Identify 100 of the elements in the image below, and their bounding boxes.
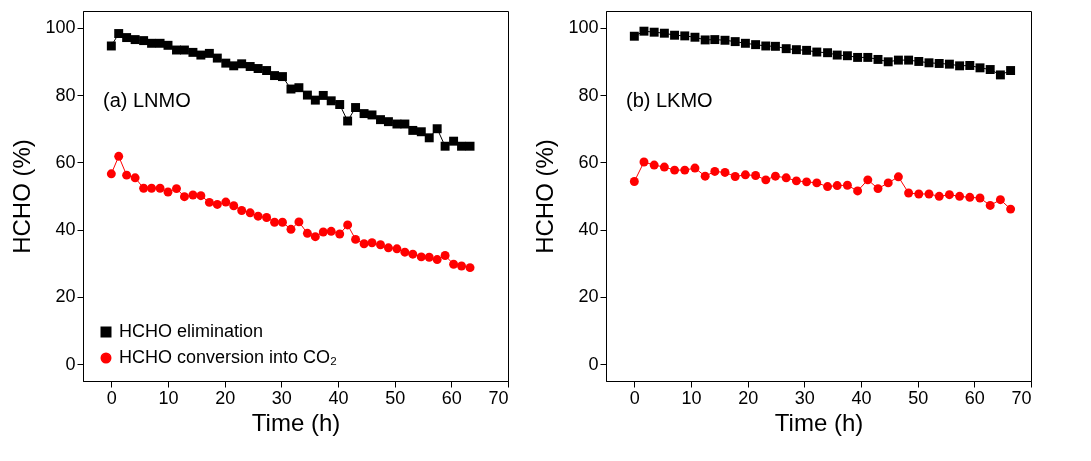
point [985,200,995,210]
point [286,84,296,94]
point [155,38,165,48]
point [408,249,418,259]
point [720,167,730,177]
point [883,178,893,188]
point [863,52,873,62]
x-tick-label: 30 [271,387,292,408]
point [359,239,369,249]
point [245,208,255,218]
point [449,136,459,146]
y-tick-label: 40 [55,219,76,240]
point [139,36,149,46]
x-tick-label: 70 [1011,387,1032,408]
point [212,199,222,209]
point [832,50,842,60]
point [465,263,475,273]
point [204,48,214,58]
y-tick-label: 60 [55,151,76,172]
point [690,32,700,42]
point [629,177,639,186]
point [670,30,680,40]
point [106,169,116,179]
point [842,180,852,190]
point [730,172,740,181]
point [440,141,450,151]
point [853,186,863,196]
point [823,182,833,192]
point [221,58,231,68]
point [221,197,231,207]
point [392,244,402,254]
x-tick-label: 0 [106,387,117,408]
point [832,181,842,191]
point [975,193,985,203]
point [432,255,442,265]
point [139,183,149,193]
point [326,226,336,236]
point [649,27,659,37]
y-tick-label: 0 [65,353,76,374]
point [751,171,761,180]
point [700,171,710,181]
point [904,55,914,65]
point [934,191,944,201]
point [424,133,434,143]
point [720,35,730,45]
x-tick-label: 70 [488,387,509,408]
annotation: (a) LNMO [103,89,191,111]
point [904,188,914,198]
y-tick-label: 20 [578,286,599,307]
x-tick-label: 0 [629,387,640,408]
point [179,192,189,202]
point [277,72,287,82]
y-tick-label: 0 [588,353,599,374]
y-axis-title: HCHO (%) [531,139,559,254]
point [440,251,450,260]
x-tick-label: 60 [441,387,462,408]
point [1006,204,1016,214]
point [1006,66,1016,76]
point [761,41,771,51]
point [416,127,426,137]
point [277,217,287,227]
point [751,40,761,50]
point [130,173,140,183]
y-tick-label: 60 [578,151,599,172]
point [237,206,247,215]
point [155,183,165,193]
point [791,176,801,186]
point [416,252,426,262]
point [924,189,934,199]
point [114,151,124,161]
point [690,163,700,173]
point [740,38,750,48]
y-tick-label: 100 [568,17,599,38]
point [823,48,833,58]
point [700,35,710,45]
point [710,166,720,176]
point [670,165,680,175]
point [106,41,116,51]
point [310,232,320,242]
point [286,224,296,234]
point [812,178,822,188]
point [351,103,361,113]
point [965,192,975,202]
point [302,90,312,100]
point [802,45,812,55]
point [465,141,475,151]
x-axis-title: Time (h) [251,408,341,436]
point [114,29,124,39]
x-tick-label: 50 [908,387,929,408]
point [147,183,157,193]
point [335,100,345,109]
point [659,162,669,172]
point [343,220,353,230]
point [965,61,975,70]
point [147,38,157,48]
point [457,141,467,151]
point [253,64,263,73]
point [400,247,410,257]
point [629,31,639,41]
point [802,177,812,187]
